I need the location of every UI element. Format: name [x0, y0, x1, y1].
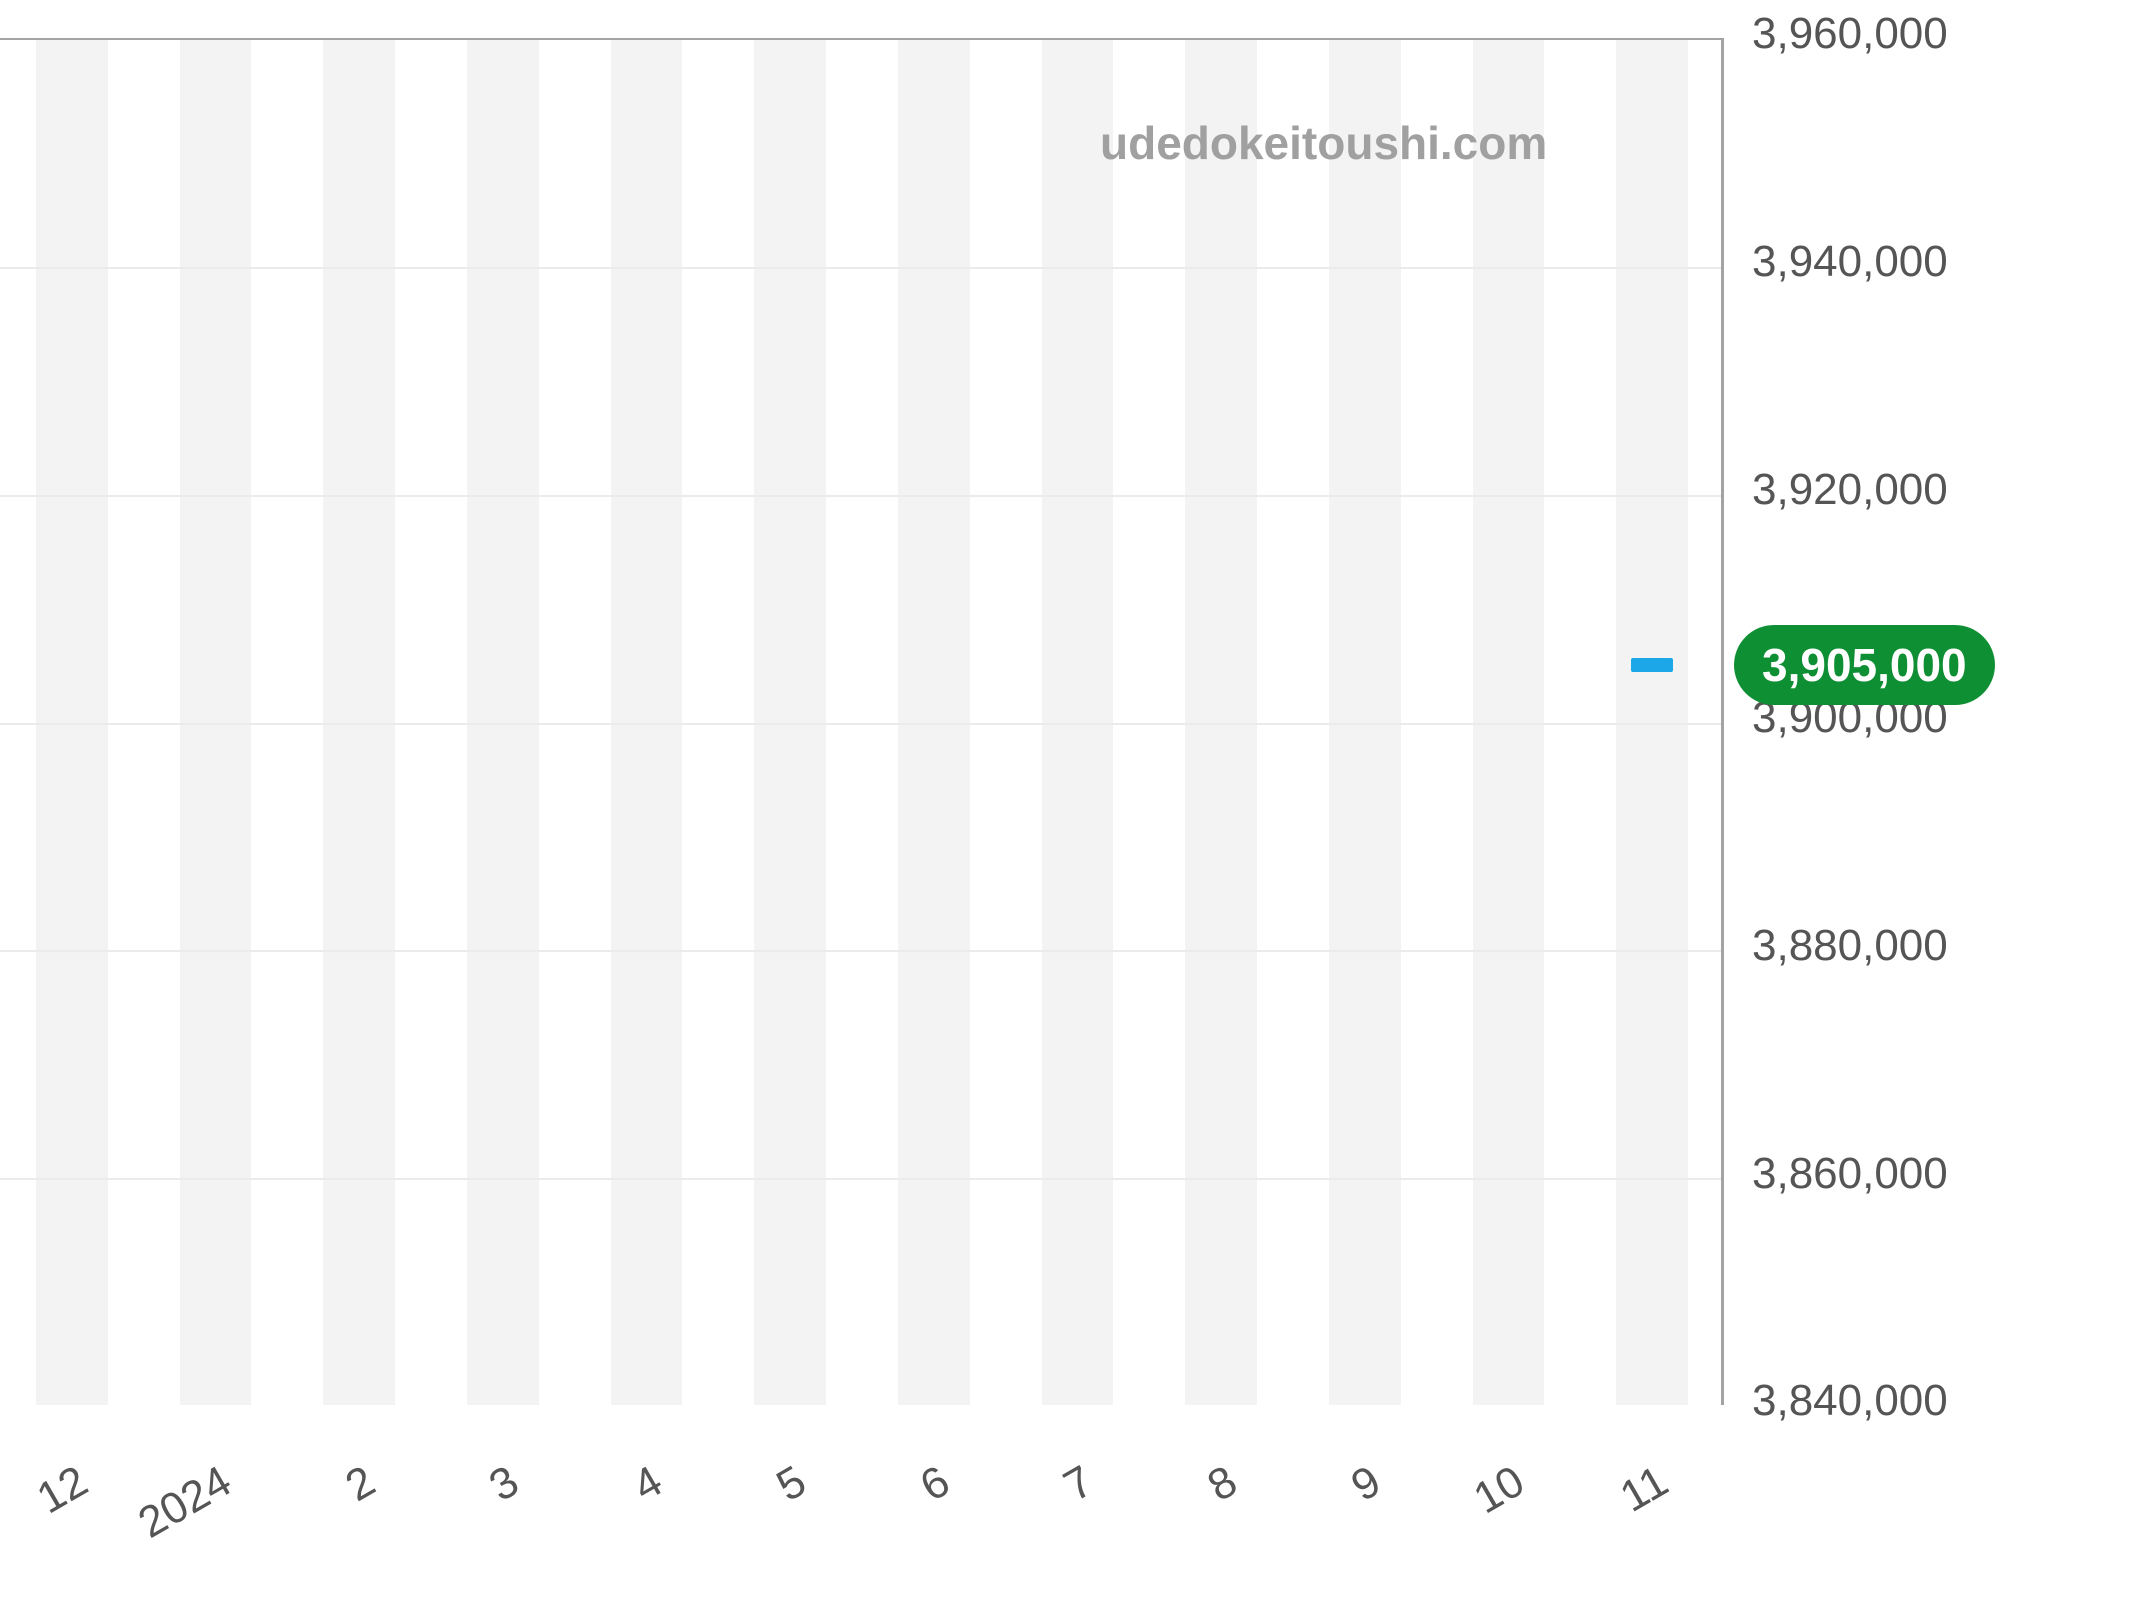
chart-container: 3,840,0003,860,0003,880,0003,900,0003,92…: [0, 0, 2144, 1600]
plot-area: [0, 38, 1724, 1405]
gridline-horizontal: [0, 1178, 1721, 1180]
y-axis-tick-label: 3,860,000: [1752, 1149, 1948, 1199]
series-last-marker: [1631, 658, 1673, 672]
gridline-horizontal: [0, 723, 1721, 725]
gridline-horizontal: [0, 950, 1721, 952]
y-axis-tick-label: 3,920,000: [1752, 465, 1948, 515]
current-value-badge: 3,905,000: [1734, 625, 1995, 705]
gridline-horizontal: [0, 495, 1721, 497]
y-axis-tick-label: 3,880,000: [1752, 921, 1948, 971]
y-axis-tick-label: 3,960,000: [1752, 9, 1948, 59]
y-axis-tick-label: 3,940,000: [1752, 237, 1948, 287]
gridline-horizontal: [0, 267, 1721, 269]
x-axis-tick-label: 12: [0, 1456, 96, 1541]
watermark-text: udedokeitoushi.com: [1100, 116, 1547, 170]
y-axis-tick-label: 3,840,000: [1752, 1376, 1948, 1426]
